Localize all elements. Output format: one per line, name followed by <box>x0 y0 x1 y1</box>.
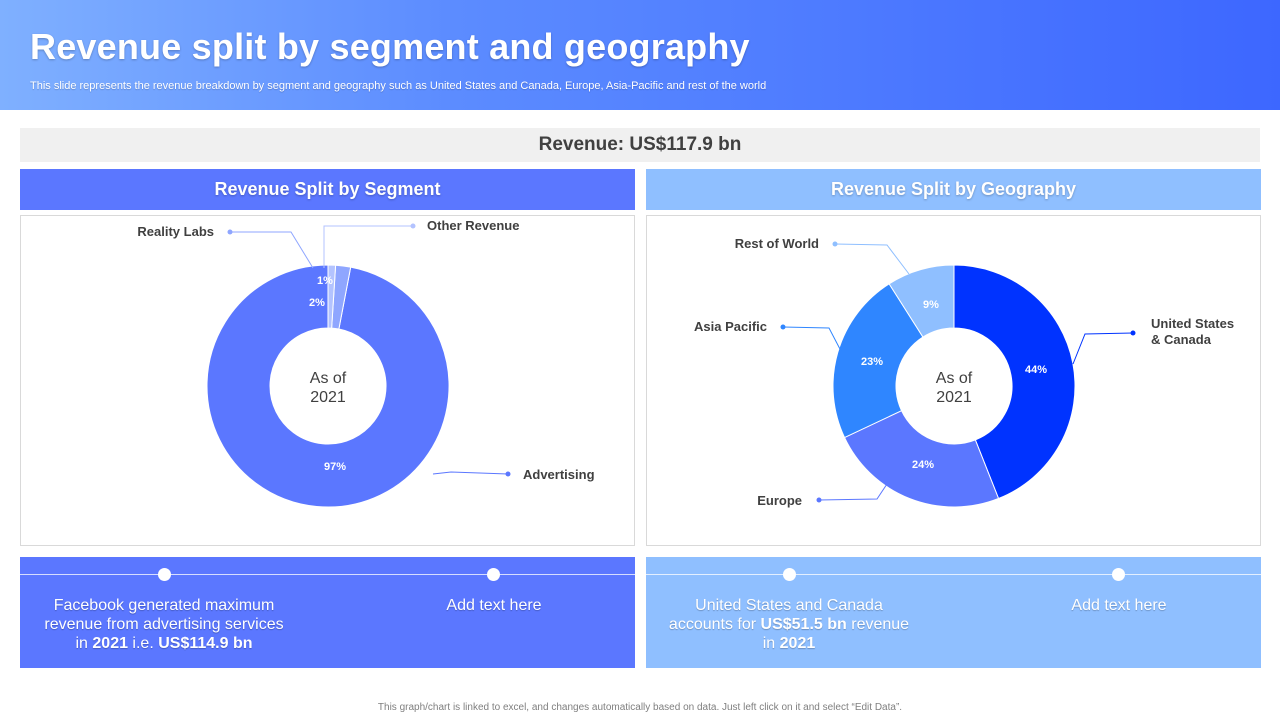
timeline-dot <box>158 568 171 581</box>
geography-footer-panel: United States and Canada accounts for US… <box>646 557 1261 668</box>
slice-percent-united-states-and-canada: 44% <box>1025 364 1047 376</box>
page-title: Revenue split by segment and geography <box>30 26 750 67</box>
slice-other-revenue[interactable] <box>327 264 337 329</box>
leader-line-united-states-and-canada <box>1072 332 1134 365</box>
category-label-asia-pacific: Asia Pacific <box>694 319 767 334</box>
data-link-note: This graph/chart is linked to excel, and… <box>377 702 903 713</box>
slice-reality-labs[interactable] <box>331 264 352 330</box>
timeline-dot <box>487 568 500 581</box>
leader-dot-united-states-and-canada <box>1130 330 1136 336</box>
category-label-united-states-and-canada: United States & Canada <box>1151 316 1234 347</box>
timeline-line <box>646 574 1261 575</box>
geography-chart[interactable]: 44% 24% 23% 9% As of 2021 United States & Canad… <box>646 215 1261 546</box>
center-label-line1: As of <box>936 370 973 387</box>
leader-dot-asia-pacific <box>780 324 786 330</box>
header-banner: Revenue split by segment and geography T… <box>0 0 1280 110</box>
segment-footer-panel: Facebook generated maximum revenue from … <box>20 557 635 668</box>
leader-line-advertising <box>432 471 509 475</box>
timeline-dot <box>783 568 796 581</box>
timeline-dot <box>1112 568 1125 581</box>
slice-rest-of-world[interactable] <box>888 264 955 338</box>
leader-dot-rest-of-world <box>832 241 838 247</box>
slice-percent-advertising: 97% <box>324 461 346 473</box>
category-label-advertising: Advertising <box>523 467 595 482</box>
leader-dot-other-revenue <box>410 223 416 229</box>
leader-line-reality-labs <box>230 231 314 269</box>
slice-percent-europe: 24% <box>912 459 934 471</box>
center-label-line2: 2021 <box>936 389 972 406</box>
slice-percent-rest-of-world: 9% <box>923 299 939 311</box>
category-label-other-revenue: Other Revenue <box>427 218 519 233</box>
category-label-rest-of-world: Rest of World <box>735 236 819 251</box>
slice-percent-reality-labs: 2% <box>309 297 325 309</box>
revenue-total: Revenue: US$117.9 bn <box>20 128 1260 162</box>
leader-dot-advertising <box>505 471 511 477</box>
geography-panel-title: Revenue Split by Geography <box>646 169 1261 210</box>
center-label-line1: As of <box>310 370 347 387</box>
segment-placeholder-text: Add text here <box>446 597 542 614</box>
leader-dot-europe <box>816 497 822 503</box>
segment-insight-text: Facebook generated maximum revenue from … <box>44 597 284 652</box>
slice-percent-other-revenue: 1% <box>317 275 333 287</box>
slice-advertising[interactable] <box>206 264 450 508</box>
slice-percent-asia-pacific: 23% <box>861 356 883 368</box>
segment-chart[interactable]: 97% 2% 1% As of 2021 Advertising Reality Labs O… <box>20 215 635 546</box>
geography-donut-chart[interactable]: 44% 24% 23% 9% As of 2021 United States & Canad… <box>647 216 1262 547</box>
slice-europe[interactable] <box>843 410 1000 508</box>
category-label-europe: Europe <box>757 493 802 508</box>
leader-line-europe <box>818 483 888 501</box>
category-label-reality-labs: Reality Labs <box>137 224 214 239</box>
segment-panel-title: Revenue Split by Segment <box>20 169 635 210</box>
leader-line-other-revenue <box>323 225 413 268</box>
geography-insight-text: United States and Canada accounts for US… <box>668 597 910 652</box>
geography-placeholder-text: Add text here <box>1071 597 1167 614</box>
slice-asia-pacific[interactable] <box>832 283 924 439</box>
center-label-line2: 2021 <box>310 389 346 406</box>
page-subtitle: This slide represents the revenue breakd… <box>30 80 767 92</box>
segment-donut-chart[interactable]: 97% 2% 1% As of 2021 Advertising Reality Labs O… <box>21 216 636 547</box>
leader-line-rest-of-world <box>834 243 910 275</box>
leader-dot-reality-labs <box>227 229 233 235</box>
slice-united-states-and-canada[interactable] <box>953 264 1076 500</box>
leader-line-asia-pacific <box>782 326 842 352</box>
timeline-line <box>20 574 635 575</box>
